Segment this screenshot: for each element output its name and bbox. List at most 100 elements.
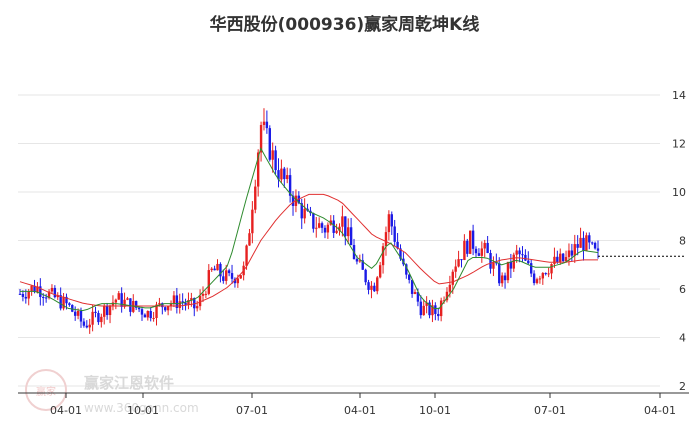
watermark-brand: 赢家江恩软件	[84, 374, 174, 392]
candle-body	[317, 223, 321, 228]
candle-body	[39, 286, 42, 298]
candle-body	[576, 244, 579, 248]
candle-body	[155, 304, 158, 318]
candle-body	[114, 299, 118, 303]
candle-body	[364, 269, 367, 283]
candle-body	[245, 245, 248, 266]
candle-body	[381, 246, 385, 266]
candle-body	[230, 273, 234, 279]
y-tick-label: 10	[672, 186, 686, 199]
candle-body	[413, 292, 417, 294]
candle-body	[425, 302, 428, 306]
candle-body	[259, 124, 263, 153]
candle-body	[460, 259, 463, 261]
candle-body	[24, 296, 28, 299]
candle-body	[207, 270, 210, 294]
y-tick-label: 14	[672, 89, 686, 102]
x-tick-label: 07-01	[534, 404, 566, 417]
candle-body	[291, 195, 295, 206]
candle-body	[248, 233, 251, 246]
candle-body	[503, 275, 507, 281]
candle-body	[489, 253, 492, 269]
candle-body	[550, 264, 553, 274]
candle-body	[448, 284, 452, 292]
candle-body	[280, 168, 283, 180]
candle-body	[53, 287, 57, 298]
candle-body	[47, 291, 51, 299]
candle-body	[500, 275, 504, 284]
candle-body	[82, 321, 86, 326]
candle-body	[556, 256, 559, 263]
candle-body	[492, 261, 495, 269]
candle-body	[480, 248, 484, 256]
candle-body	[431, 305, 434, 316]
candle-body	[27, 291, 30, 299]
candle-body	[442, 300, 446, 302]
candle-body	[265, 121, 269, 129]
candle-body	[312, 213, 315, 229]
candle-body	[129, 298, 132, 312]
candle-body	[564, 257, 568, 262]
candle-body	[518, 250, 521, 255]
candle-body	[419, 301, 423, 316]
candle-body	[373, 285, 376, 292]
candle-body	[416, 292, 420, 302]
candle-body	[582, 237, 585, 251]
candle-body	[76, 310, 80, 316]
candle-body	[88, 324, 91, 328]
candle-body	[437, 313, 440, 317]
candle-body	[326, 224, 330, 233]
candle-body	[178, 301, 181, 308]
candle-body	[527, 260, 530, 264]
candle-body	[590, 242, 594, 244]
candle-body	[201, 293, 205, 296]
candle-body	[62, 296, 65, 309]
candle-body	[94, 311, 97, 314]
candle-body	[42, 297, 45, 299]
candle-body	[271, 150, 274, 160]
candle-body	[471, 230, 475, 249]
candle-body	[181, 301, 184, 303]
candle-body	[213, 268, 216, 271]
candle-body	[376, 277, 379, 292]
candle-body	[137, 307, 141, 310]
candle-body	[561, 253, 565, 262]
candle-body	[463, 240, 466, 261]
x-tick-label: 04-01	[344, 404, 376, 417]
candle-body	[405, 264, 408, 275]
candle-body	[570, 250, 574, 256]
candle-body	[332, 220, 335, 233]
candle-body	[100, 316, 103, 323]
candle-body	[541, 273, 545, 279]
candle-body	[277, 170, 280, 180]
y-tick-label: 12	[672, 138, 686, 151]
candle-body	[251, 209, 254, 234]
x-tick-label: 04-01	[644, 404, 676, 417]
candle-body	[236, 278, 240, 284]
watermark-logo-text: 赢家	[36, 385, 56, 398]
candle-body	[103, 305, 106, 317]
candle-body	[143, 314, 147, 318]
candle-body	[193, 298, 196, 309]
candle-body	[256, 152, 260, 187]
candle-body	[187, 300, 190, 305]
candle-body	[399, 248, 402, 259]
candle-body	[387, 214, 391, 233]
candle-body	[91, 311, 94, 325]
candle-body	[44, 297, 48, 299]
candle-body	[390, 214, 393, 227]
candle-body	[474, 248, 478, 254]
candle-body	[166, 306, 170, 311]
candle-body	[161, 303, 164, 308]
candle-body	[33, 285, 36, 292]
candle-body	[21, 294, 25, 297]
candle-body	[538, 278, 542, 280]
candle-body	[134, 301, 138, 308]
candle-body	[323, 227, 327, 233]
candle-body	[268, 128, 271, 160]
y-tick-label: 4	[679, 332, 686, 345]
candle-body	[451, 271, 454, 285]
candle-body	[152, 317, 155, 319]
candle-body	[469, 230, 472, 254]
